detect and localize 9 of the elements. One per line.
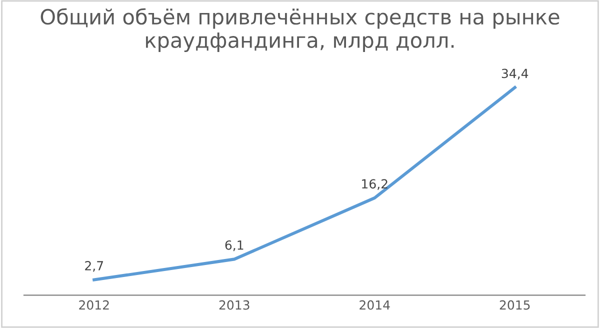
x-tick-label: 2015	[500, 300, 530, 310]
data-label: 16,2	[362, 179, 388, 190]
data-label: 6,1	[225, 240, 244, 252]
data-label: 2,7	[85, 260, 103, 272]
x-tick-label: 2012	[79, 300, 109, 310]
data-label: 34,4	[502, 68, 528, 80]
x-tick-label: 2014	[360, 300, 390, 310]
chart-title: Общий объём привлечённых средств на рынке краудфандинга, млрд долл.	[40, 8, 560, 52]
x-tick-label: 2013	[219, 300, 250, 310]
